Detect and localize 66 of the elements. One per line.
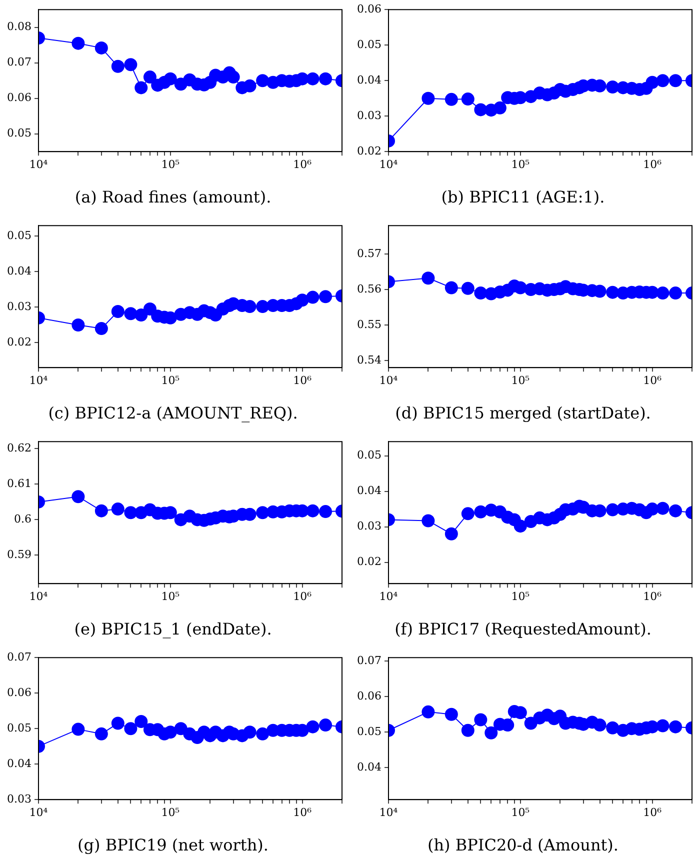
x-tick-label: 10⁴ [379, 590, 398, 604]
y-tick-label: 0.56 [356, 282, 382, 296]
y-tick-label: 0.04 [6, 756, 32, 770]
y-tick-label: 0.03 [6, 300, 32, 314]
y-tick-label: 0.03 [356, 520, 382, 533]
text: (f) BPIC17 (RequestedAmount). [394, 620, 652, 639]
x-tick-label: 10⁴ [29, 158, 48, 172]
y-tick-label: 0.08 [6, 20, 32, 34]
x-tick-label: 10⁴ [379, 374, 398, 388]
y-tick-label: 0.05 [6, 229, 32, 242]
y-tick-label: 0.04 [356, 484, 382, 498]
y-tick-label: 0.6 [14, 512, 32, 526]
x-tick-label: 10⁶ [643, 374, 662, 388]
y-tick-label: 0.59 [6, 548, 32, 562]
y-tick-label: 0.05 [6, 126, 32, 140]
text: (c) BPIC12-a (AMOUNT_REQ). [48, 404, 298, 423]
y-tick-label: 0.04 [6, 264, 32, 278]
text: (e) BPIC15_1 (endDate). [74, 620, 272, 639]
x-tick-label: 10⁵ [511, 590, 530, 604]
x-tick-label: 10⁴ [29, 374, 48, 388]
x-tick-label: 10⁶ [293, 374, 312, 388]
y-tick-label: 0.05 [356, 725, 382, 738]
y-tick-label: 0.07 [6, 56, 32, 69]
y-tick-label: 0.07 [6, 650, 32, 664]
x-tick-label: 10⁵ [511, 158, 530, 172]
y-tick-label: 0.02 [356, 144, 382, 158]
x-tick-label: 10⁶ [293, 806, 312, 820]
x-tick-label: 10⁵ [161, 590, 180, 604]
y-tick-label: 0.03 [356, 108, 382, 122]
x-tick-label: 10⁵ [511, 374, 530, 388]
x-tick-label: 10⁴ [379, 158, 398, 172]
y-tick-label: 0.54 [356, 353, 382, 366]
text: (b) BPIC11 (AGE:1). [441, 188, 605, 207]
x-tick-label: 10⁴ [29, 806, 48, 820]
x-tick-label: 10⁴ [379, 806, 398, 820]
x-tick-label: 10⁶ [293, 590, 312, 604]
y-tick-label: 0.06 [6, 686, 32, 699]
text: (h) BPIC20-d (Amount). [427, 836, 619, 855]
y-tick-label: 0.62 [6, 442, 32, 455]
y-tick-label: 0.03 [6, 792, 32, 806]
x-tick-label: 10⁵ [511, 806, 530, 820]
y-tick-label: 0.05 [6, 721, 32, 734]
y-tick-label: 0.04 [356, 760, 382, 774]
y-tick-label: 0.06 [6, 91, 32, 104]
y-tick-label: 0.57 [356, 246, 382, 260]
x-tick-label: 10⁶ [643, 158, 662, 172]
x-tick-label: 10⁵ [161, 374, 180, 388]
y-tick-label: 0.06 [356, 690, 382, 703]
text: (g) BPIC19 (net worth). [78, 836, 268, 855]
y-tick-label: 0.55 [356, 318, 382, 331]
y-tick-label: 0.07 [356, 654, 382, 668]
x-tick-label: 10⁴ [29, 590, 48, 604]
y-tick-label: 0.02 [356, 555, 382, 568]
y-tick-label: 0.61 [6, 477, 32, 490]
y-tick-label: 0.02 [6, 336, 32, 349]
y-tick-label: 0.06 [356, 2, 382, 16]
x-tick-label: 10⁶ [643, 590, 662, 604]
x-tick-label: 10⁵ [161, 158, 180, 172]
text: (d) BPIC15 merged (startDate). [395, 404, 651, 423]
x-tick-label: 10⁵ [161, 806, 180, 820]
text: (a) Road fines (amount). [74, 188, 272, 207]
x-tick-label: 10⁶ [293, 158, 312, 172]
y-tick-label: 0.04 [356, 73, 382, 86]
y-tick-label: 0.05 [356, 38, 382, 51]
y-tick-label: 0.05 [356, 448, 382, 462]
x-tick-label: 10⁶ [643, 806, 662, 820]
